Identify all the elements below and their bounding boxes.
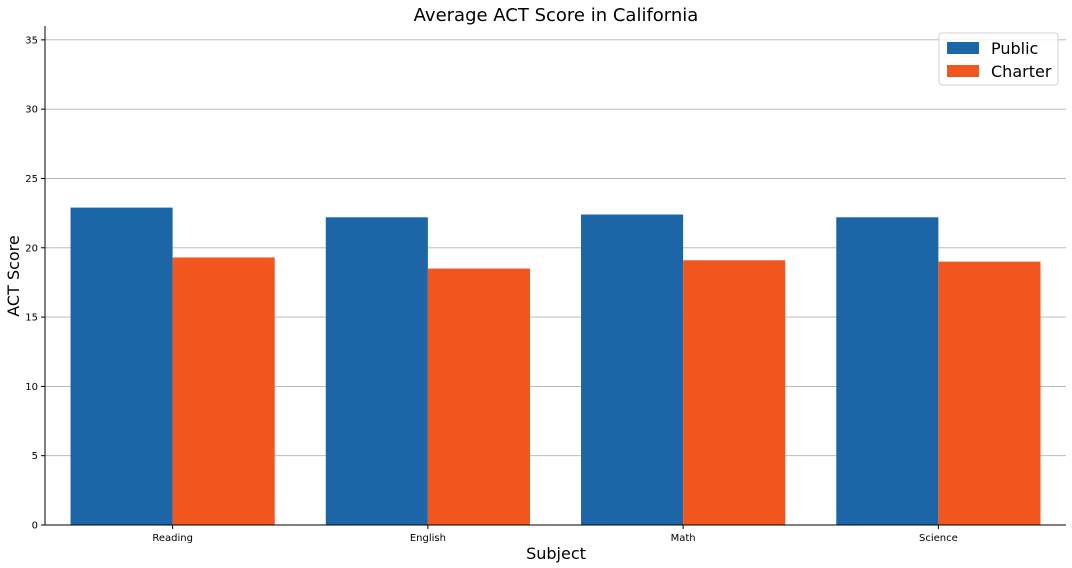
legend-swatch-public xyxy=(947,42,979,54)
legend-label-public: Public xyxy=(991,39,1038,58)
bar-charter-reading xyxy=(172,257,275,525)
bar-charter-math xyxy=(683,260,786,525)
bars xyxy=(70,207,1041,526)
bar-public-reading xyxy=(70,207,173,525)
x-axis-title: Subject xyxy=(526,544,586,563)
y-tick-labels: 0 5 10 15 20 25 30 35 xyxy=(25,35,45,532)
x-tick-label: English xyxy=(410,533,446,544)
bar-public-science xyxy=(836,217,939,526)
legend: Public Charter xyxy=(938,32,1059,86)
legend-swatch-charter xyxy=(947,65,979,77)
y-tick-label: 20 xyxy=(25,243,38,254)
y-axis-title: ACT Score xyxy=(4,235,23,317)
bar-charter-science xyxy=(938,261,1041,525)
chart-title: Average ACT Score in California xyxy=(414,5,699,26)
x-tick-labels: Reading English Math Science xyxy=(152,525,958,544)
x-tick-label: Science xyxy=(919,533,958,544)
legend-label-charter: Charter xyxy=(991,62,1052,81)
y-tick-label: 15 xyxy=(25,313,38,324)
y-tick-label: 25 xyxy=(25,174,38,185)
y-tick-label: 35 xyxy=(25,35,38,46)
y-tick-label: 5 xyxy=(32,451,38,462)
x-tick-label: Math xyxy=(671,533,696,544)
bar-public-math xyxy=(581,214,684,525)
y-tick-label: 0 xyxy=(32,521,38,532)
x-tick-label: Reading xyxy=(152,533,193,544)
y-tick-label: 30 xyxy=(25,105,38,116)
y-tick-label: 10 xyxy=(25,382,38,393)
bar-public-english xyxy=(325,217,428,526)
bar-charter-english xyxy=(427,268,530,525)
